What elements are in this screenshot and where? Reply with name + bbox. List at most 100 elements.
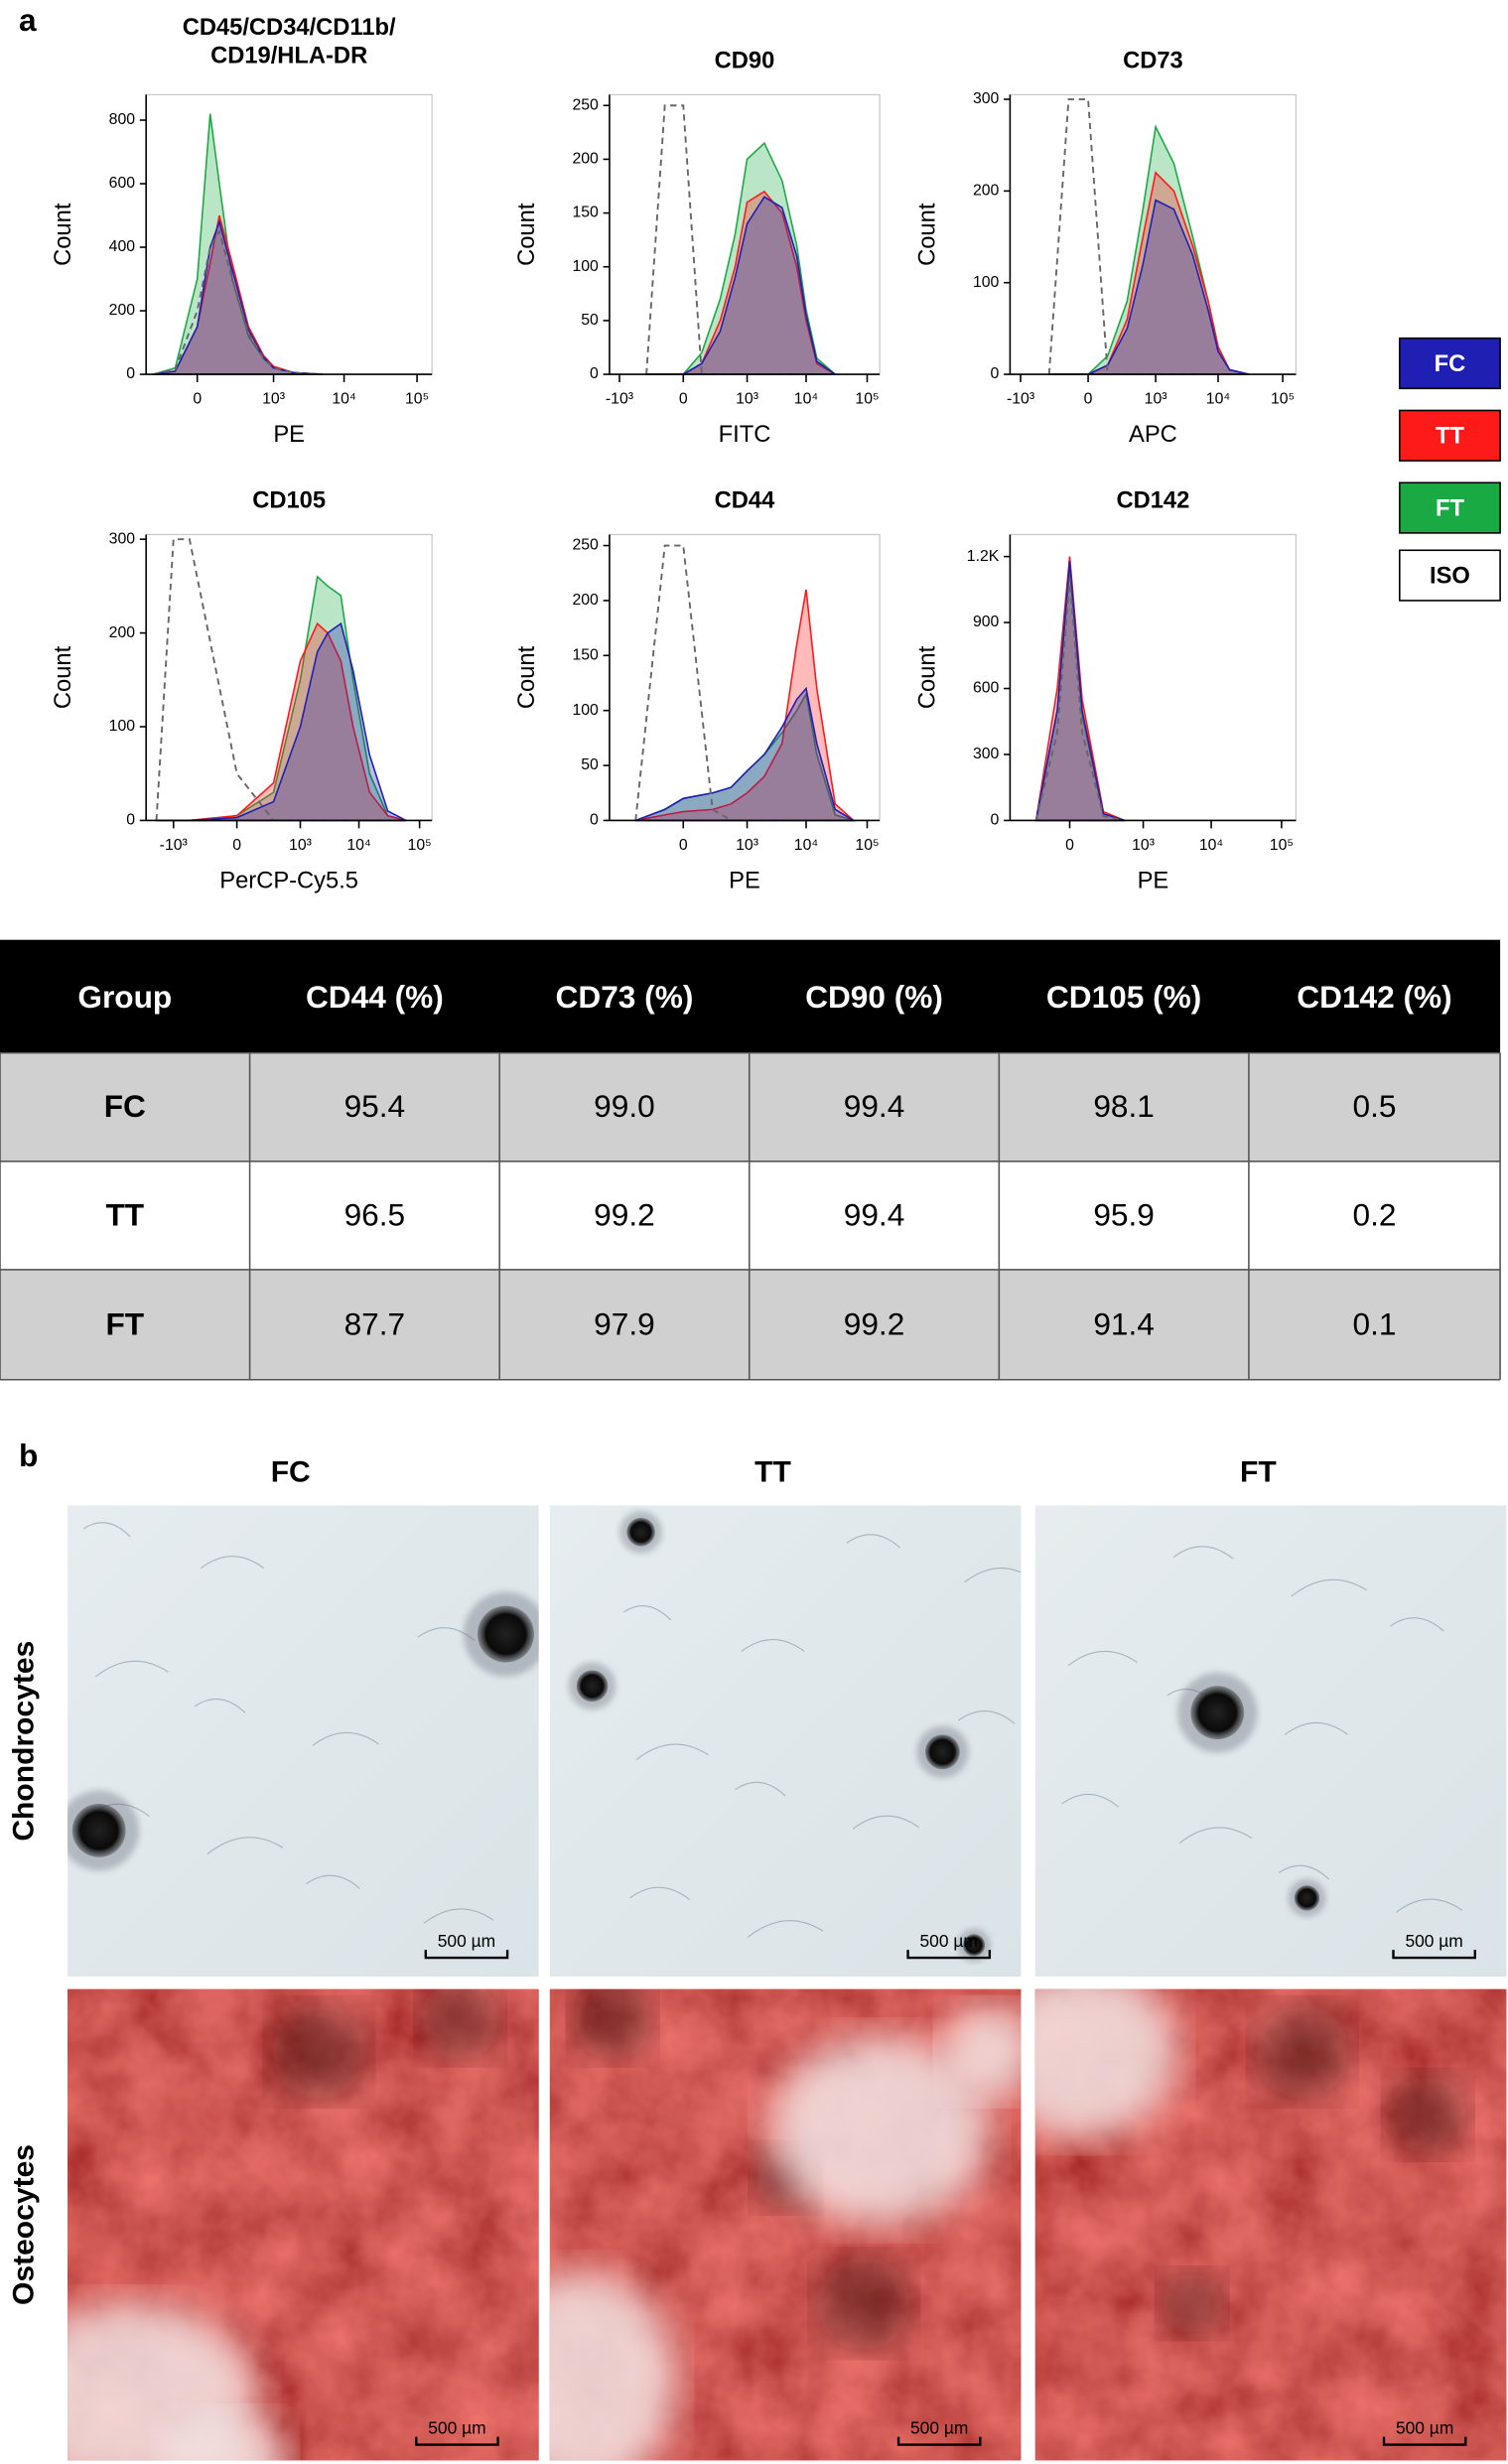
- cell-fiber: [957, 1711, 1016, 1724]
- table-header: CD105 (%): [1046, 979, 1201, 1015]
- histogram-area: [1034, 560, 1126, 822]
- x-tick-label: 10³: [736, 391, 758, 408]
- chondrocyte-image: 500 µm: [68, 1505, 539, 1978]
- table-cell: TT: [105, 1196, 144, 1232]
- y-tick-label: 200: [109, 624, 136, 641]
- cell-fiber: [846, 1534, 901, 1549]
- y-tick-label: 100: [109, 718, 136, 735]
- y-tick-label: 1.2K: [967, 548, 1000, 565]
- table-cell: 99.2: [844, 1305, 905, 1341]
- y-tick-label: 150: [572, 646, 599, 663]
- scale-bar: [1392, 1950, 1476, 1960]
- x-tick-label: 0: [1065, 837, 1074, 854]
- cell-fiber: [82, 1522, 131, 1538]
- scale-bar-label: 500 µm: [1396, 2417, 1453, 2437]
- cell-fiber: [1278, 1864, 1329, 1880]
- y-axis-label: Count: [914, 203, 940, 266]
- y-tick-label: 900: [973, 614, 1000, 630]
- x-tick-label: 10⁵: [408, 837, 432, 854]
- y-tick-label: 400: [109, 238, 136, 255]
- table-cell: 99.2: [594, 1196, 655, 1232]
- legend-label: FT: [1436, 495, 1464, 521]
- x-tick-label: 10³: [736, 837, 758, 854]
- table-cell: 0.1: [1353, 1305, 1397, 1341]
- column-label: TT: [754, 1456, 791, 1489]
- image-bg: [68, 1505, 539, 1978]
- table-cell: 99.4: [844, 1088, 905, 1124]
- cell-fiber: [629, 1886, 690, 1900]
- cell-fiber: [194, 1699, 246, 1713]
- cell-fiber: [964, 1568, 1022, 1583]
- x-tick-label: 10³: [1132, 837, 1155, 854]
- y-tick-label: 100: [572, 702, 599, 719]
- x-tick-label: 0: [679, 837, 688, 854]
- legend-swatch: [1399, 409, 1501, 462]
- y-tick-label: 100: [572, 258, 599, 275]
- chart-title: CD105: [252, 488, 326, 514]
- y-tick-label: 50: [581, 756, 599, 773]
- cell-fiber: [206, 1837, 284, 1855]
- histogram-area: [153, 228, 323, 376]
- image-bg: [1034, 1505, 1507, 1978]
- dark-spot: [573, 1988, 652, 2060]
- table-header-bg: [0, 939, 1501, 1053]
- cell-fiber: [1284, 1722, 1348, 1735]
- table-cell: 87.7: [344, 1305, 406, 1341]
- light-patch: [769, 2036, 990, 2226]
- x-axis-label: APC: [1129, 422, 1177, 448]
- legend-label: TT: [1436, 424, 1464, 450]
- histogram-area: [1034, 578, 1126, 822]
- histogram-area: [646, 196, 838, 375]
- dark-spot: [1161, 2271, 1224, 2335]
- table-header: CD44 (%): [306, 979, 444, 1015]
- scale-bar-label: 500 µm: [1405, 1931, 1462, 1951]
- x-tick-label: 10³: [1145, 391, 1167, 408]
- y-tick-label: 200: [973, 183, 1000, 200]
- x-tick-label: 0: [1084, 391, 1093, 408]
- table-cell: FT: [105, 1305, 144, 1341]
- x-tick-label: 0: [232, 837, 241, 854]
- osteocyte-image: 500 µm: [549, 1988, 1022, 2461]
- scale-bar: [424, 1950, 509, 1960]
- x-axis-label: PE: [1138, 868, 1169, 893]
- legend-swatch: [1399, 481, 1501, 534]
- table-cell: 0.2: [1353, 1196, 1397, 1232]
- scale-bar: [1382, 2436, 1467, 2446]
- y-tick-label: 200: [572, 151, 599, 168]
- cell-fiber: [423, 1908, 494, 1924]
- y-axis-label: Count: [914, 645, 940, 709]
- x-axis-label: PE: [729, 868, 760, 893]
- legend-label: FC: [1435, 351, 1466, 377]
- chondrocyte-image: 500 µm: [549, 1505, 1022, 1978]
- cell-fiber: [635, 1743, 709, 1761]
- x-tick-label: 10⁵: [1270, 837, 1294, 854]
- osteocyte-image: 500 µm: [1034, 1988, 1507, 2461]
- cell-pellet: [1190, 1686, 1245, 1740]
- y-tick-label: 600: [973, 680, 1000, 697]
- y-tick-label: 50: [581, 312, 599, 329]
- x-tick-label: -10³: [1007, 391, 1034, 408]
- dark-spot: [421, 1988, 500, 2060]
- table-cell: 97.9: [594, 1305, 655, 1341]
- cell-pellet: [478, 1605, 534, 1663]
- cell-fiber: [201, 1556, 265, 1570]
- table-cell: 99.4: [844, 1196, 905, 1232]
- cell-pellet: [626, 1517, 655, 1547]
- y-tick-label: 800: [109, 111, 136, 128]
- cell-fiber: [312, 1731, 379, 1746]
- y-axis-label: Count: [514, 203, 540, 266]
- y-tick-label: 0: [991, 365, 1000, 382]
- scale-bar: [906, 1950, 992, 1960]
- x-tick-label: 10⁴: [1206, 391, 1230, 408]
- y-tick-label: 0: [590, 365, 599, 382]
- table-cell: 99.0: [594, 1088, 655, 1124]
- column-label: FT: [1240, 1456, 1277, 1489]
- scale-bar-label: 500 µm: [438, 1931, 495, 1951]
- y-tick-label: 150: [572, 205, 599, 221]
- y-tick-label: 600: [109, 175, 136, 192]
- x-tick-label: 10⁴: [332, 391, 355, 408]
- dark-spot: [816, 2256, 911, 2351]
- cell-fiber: [1178, 1827, 1253, 1844]
- y-tick-label: 0: [126, 812, 135, 829]
